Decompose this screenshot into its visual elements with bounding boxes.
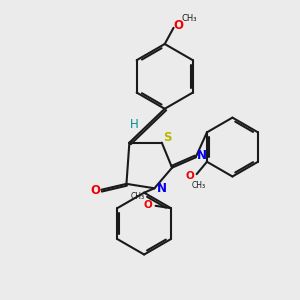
- Text: N: N: [197, 148, 207, 161]
- Text: CH₃: CH₃: [182, 14, 197, 23]
- Text: N: N: [157, 182, 167, 195]
- Text: O: O: [90, 184, 100, 197]
- Text: O: O: [174, 19, 184, 32]
- Text: H: H: [130, 118, 139, 131]
- Text: O: O: [186, 171, 194, 181]
- Text: CH₃: CH₃: [192, 181, 206, 190]
- Text: CH₃: CH₃: [130, 192, 144, 201]
- Text: S: S: [163, 131, 171, 144]
- Text: O: O: [144, 200, 153, 210]
